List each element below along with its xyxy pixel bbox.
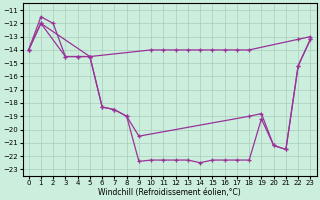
X-axis label: Windchill (Refroidissement éolien,°C): Windchill (Refroidissement éolien,°C)	[98, 188, 241, 197]
